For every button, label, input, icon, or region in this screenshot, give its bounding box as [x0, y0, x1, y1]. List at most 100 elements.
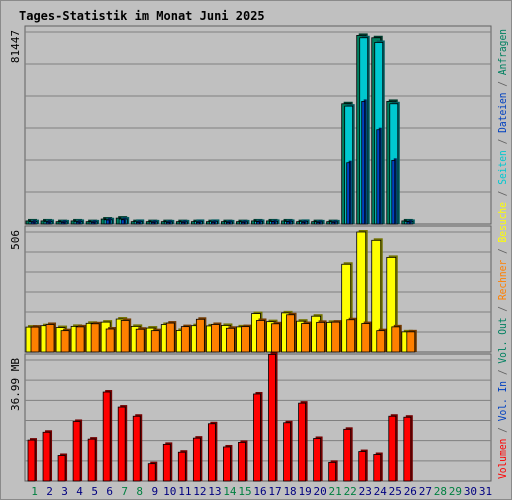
- legend-separator: /: [496, 242, 509, 259]
- bar-rechner-5: [90, 321, 102, 353]
- bar-dateien-2: [45, 220, 52, 225]
- bar-volumen-10: [162, 442, 173, 482]
- bar-dateien-23: [361, 99, 367, 225]
- bar-volumen-13: [207, 421, 218, 482]
- bar-rechner-9: [150, 328, 162, 353]
- bar-rechner-2: [45, 322, 57, 353]
- y-axis-labels: 81447 506 36.99 MB: [9, 30, 22, 411]
- legend-separator: /: [496, 185, 509, 202]
- bar-rechner-14: [226, 326, 237, 353]
- bar-volumen-16: [253, 391, 263, 482]
- legend-separator: /: [496, 364, 509, 381]
- y-max-label-top: 81447: [9, 30, 22, 63]
- bar-rechner-17: [271, 321, 282, 353]
- bar-dateien-1: [30, 220, 36, 225]
- bar-dateien-8: [135, 220, 142, 225]
- legend-entry-vol-out: Vol. Out: [496, 317, 509, 363]
- bar-volumen-24: [373, 452, 383, 482]
- bar-dateien-7: [120, 217, 127, 225]
- bar-volumen-23: [358, 449, 368, 482]
- bar-dateien-12: [195, 220, 202, 225]
- x-tick-label-25: 25: [389, 485, 402, 498]
- bar-volumen-9: [147, 461, 158, 482]
- bar-dateien-14: [226, 220, 232, 225]
- bar-rechner-1: [30, 325, 41, 353]
- bar-rechner-22: [346, 317, 357, 353]
- bar-rechner-10: [165, 321, 177, 353]
- x-tick-label-28: 28: [434, 485, 447, 498]
- panel-bottom: [24, 352, 492, 482]
- bar-dateien-26: [406, 219, 412, 225]
- x-tick-label-17: 17: [268, 485, 281, 498]
- x-tick-label-5: 5: [91, 485, 98, 498]
- bar-rechner-24: [376, 328, 387, 353]
- x-tick-label-9: 9: [151, 485, 158, 498]
- legend: Volumen / Vol. In / Vol. Out / Rechner /…: [496, 29, 509, 479]
- x-tick-label-3: 3: [61, 485, 68, 498]
- x-tick-label-19: 19: [298, 485, 311, 498]
- bar-dateien-20: [316, 220, 322, 225]
- x-tick-label-29: 29: [449, 485, 462, 498]
- legend-entry-anfragen: Anfragen: [496, 29, 509, 75]
- bar-volumen-26: [403, 415, 413, 482]
- bar-dateien-25: [391, 158, 397, 225]
- bar-rechner-16: [256, 318, 267, 353]
- x-tick-label-7: 7: [121, 485, 128, 498]
- bar-dateien-4: [75, 220, 82, 225]
- bar-rechner-13: [210, 322, 222, 353]
- x-tick-label-22: 22: [344, 485, 357, 498]
- x-axis-labels: 1 2 3 4 5 6 7 8 9 10 11 12 13 14 15 16 17 18 19 20 21 22 23 24 2…: [31, 485, 492, 498]
- x-tick-label-12: 12: [193, 485, 206, 498]
- bar-dateien-5: [90, 220, 97, 225]
- panel-middle: [24, 225, 492, 353]
- y-max-label-middle: 506: [9, 230, 22, 250]
- bar-volumen-19: [298, 401, 308, 482]
- panel-top-frame: [24, 25, 492, 225]
- bar-rechner-25: [391, 324, 402, 353]
- bar-besuche-22: [341, 262, 353, 353]
- legend-entry-volumen: Volumen: [496, 439, 509, 479]
- bar-dateien-10: [165, 220, 172, 225]
- bar-rechner-23: [361, 321, 372, 353]
- x-tick-label-24: 24: [374, 485, 388, 498]
- legend-separator: /: [496, 300, 509, 317]
- x-tick-label-4: 4: [76, 485, 83, 498]
- legend-entry-dateien: Dateien: [496, 92, 509, 132]
- bar-volumen-22: [343, 427, 353, 482]
- legend-entry-rechner: Rechner: [496, 259, 509, 300]
- legend-entry-besuche: Besuche: [496, 202, 509, 242]
- bar-volumen-11: [177, 450, 188, 482]
- bar-rechner-20: [316, 320, 327, 353]
- x-tick-label-1: 1: [31, 485, 38, 498]
- bar-dateien-9: [150, 220, 157, 225]
- bar-volumen-21: [328, 460, 338, 482]
- legend-entry-seiten: Seiten: [496, 150, 509, 185]
- bar-rechner-6: [105, 326, 117, 353]
- x-tick-label-6: 6: [106, 485, 113, 498]
- bar-rechner-15: [241, 324, 252, 353]
- legend-separator: /: [496, 75, 509, 92]
- bar-dateien-13: [210, 220, 217, 225]
- bar-besuche-24: [371, 238, 383, 353]
- bar-volumen-4: [72, 419, 83, 482]
- bar-rechner-19: [301, 321, 312, 353]
- bar-rechner-12: [195, 317, 207, 353]
- bar-rechner-21: [331, 320, 342, 353]
- bar-besuche-23: [356, 230, 368, 353]
- bar-dateien-3: [60, 220, 67, 225]
- x-tick-label-27: 27: [419, 485, 432, 498]
- x-tick-label-23: 23: [359, 485, 372, 498]
- x-tick-label-10: 10: [163, 485, 176, 498]
- panel-top: [24, 25, 492, 225]
- bar-rechner-8: [135, 327, 147, 353]
- bar-rechner-7: [120, 318, 132, 353]
- y-max-label-bottom: 36.99 MB: [9, 358, 22, 411]
- chart-title: Tages-Statistik im Monat Juni 2025: [19, 9, 265, 23]
- bar-dateien-24: [376, 127, 382, 225]
- bar-volumen-18: [283, 420, 293, 482]
- bar-volumen-5: [87, 437, 98, 482]
- bar-dateien-16: [256, 219, 262, 225]
- bar-volumen-15: [238, 440, 248, 482]
- bar-rechner-4: [75, 324, 87, 353]
